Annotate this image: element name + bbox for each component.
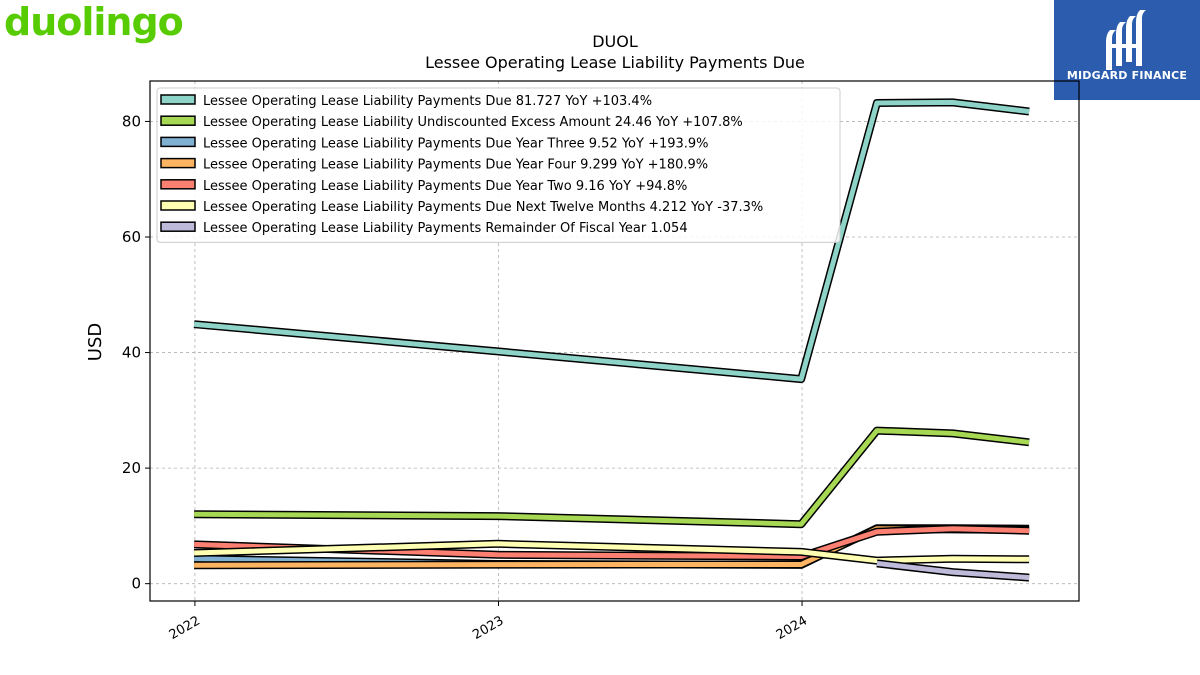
chart-title: DUOL: [592, 32, 638, 51]
legend-swatch: [160, 179, 196, 190]
legend-swatch: [160, 115, 196, 126]
chart-subtitle: Lessee Operating Lease Liability Payment…: [425, 53, 805, 72]
legend-label: Lessee Operating Lease Liability Undisco…: [203, 115, 743, 130]
y-axis: 0 20 40 60 80: [122, 112, 150, 593]
legend-swatch: [160, 200, 196, 211]
legend-label: Lessee Operating Lease Liability Payment…: [203, 221, 688, 236]
legend-label: Lessee Operating Lease Liability Payment…: [203, 179, 687, 194]
y-tick-label: 40: [122, 344, 141, 362]
y-tick-label: 20: [122, 459, 141, 477]
midgard-emblem-icon: [1106, 10, 1146, 70]
duolingo-logo: duolingo: [4, 0, 184, 44]
axes-frame: [149, 80, 1080, 602]
legend-label: Lessee Operating Lease Liability Payment…: [203, 136, 709, 151]
series-line-1: [194, 428, 1030, 527]
x-tick-label: 2023: [470, 613, 506, 643]
series-line-5: [194, 541, 1030, 564]
x-axis: 2022 2023 2024: [167, 601, 810, 643]
legend-label: Lessee Operating Lease Liability Payment…: [203, 94, 652, 109]
x-tick-label: 2022: [167, 613, 203, 643]
y-tick-label: 60: [122, 228, 141, 246]
legend-swatch: [160, 157, 196, 169]
legend-box: [156, 87, 841, 243]
midgard-brand-text: MIDGARD FINANCE: [1066, 69, 1188, 82]
midgard-finance-logo: MIDGARD FINANCE: [1054, 0, 1200, 100]
legend: Lessee Operating Lease Liability Payment…: [156, 87, 841, 243]
y-axis-label: USD: [85, 323, 106, 361]
legend-swatch: [160, 136, 196, 148]
y-tick-label: 80: [122, 112, 141, 130]
series-lines: [193, 98, 1030, 582]
legend-label: Lessee Operating Lease Liability Payment…: [203, 200, 763, 215]
y-tick-label: 0: [131, 575, 141, 593]
series-line-6: [876, 560, 1030, 581]
x-tick-label: 2024: [774, 613, 810, 643]
legend-swatch: [160, 94, 196, 105]
series-line-4: [194, 526, 1030, 559]
legend-swatch: [160, 221, 196, 232]
series-outline-1: [194, 426, 1030, 529]
legend-label: Lessee Operating Lease Liability Payment…: [203, 158, 708, 173]
